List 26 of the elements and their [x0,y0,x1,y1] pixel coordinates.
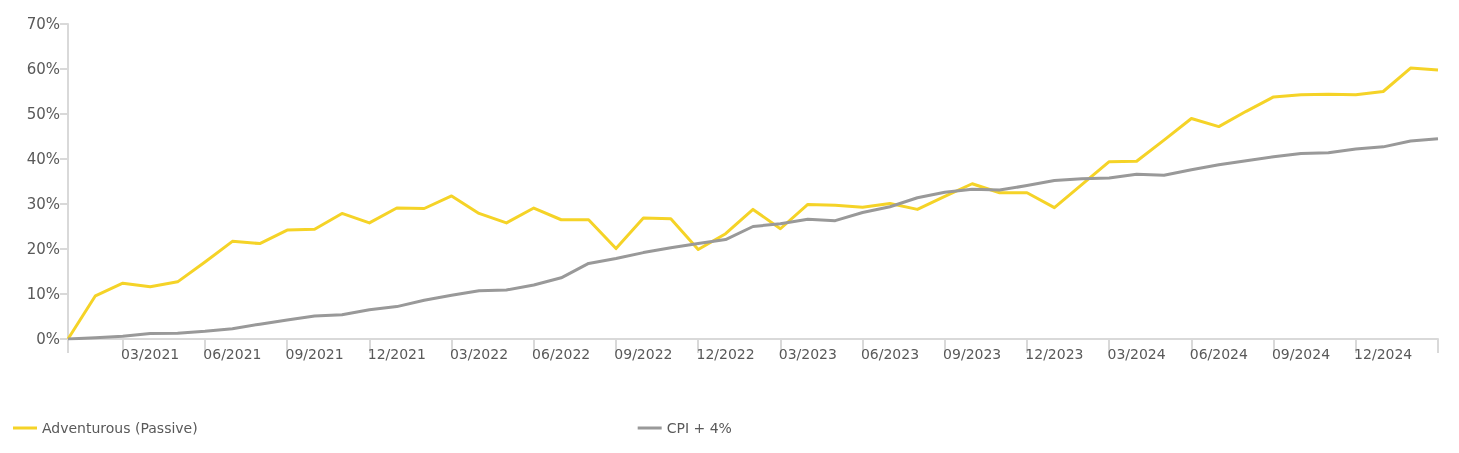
x-tick-label: 03/2023 [778,346,837,362]
x-tick-label: 12/2022 [696,346,755,362]
legend-label: Adventurous (Passive) [42,420,198,436]
x-tick-label: 06/2024 [1189,346,1248,362]
x-tick-label: 12/2021 [367,346,426,362]
x-tick-label: 09/2024 [1271,346,1331,362]
x-tick-label: 06/2023 [860,346,920,362]
y-tick-label: 20% [26,240,60,258]
x-tick-label: 09/2021 [285,346,344,362]
y-tick-label: 50% [26,105,60,123]
y-tick-label: 40% [26,150,60,168]
y-tick-label: 70% [26,15,60,33]
x-tick-label: 09/2023 [943,346,1002,362]
x-tick-label: 12/2023 [1025,346,1084,362]
x-tick-label: 03/2021 [121,346,180,362]
x-tick-label: 12/2024 [1354,346,1413,362]
y-tick-label: 60% [26,60,60,78]
x-tick-label: 06/2021 [203,346,262,362]
y-tick-label: 0% [36,330,60,348]
x-tick-label: 03/2022 [449,346,509,362]
x-tick-label: 06/2022 [532,346,591,362]
y-tick-label: 10% [26,285,60,303]
x-tick-label: 09/2022 [614,346,673,362]
legend-label: CPI + 4% [666,420,732,436]
y-tick-label: 30% [26,195,60,213]
x-tick-label: 03/2024 [1107,346,1166,362]
